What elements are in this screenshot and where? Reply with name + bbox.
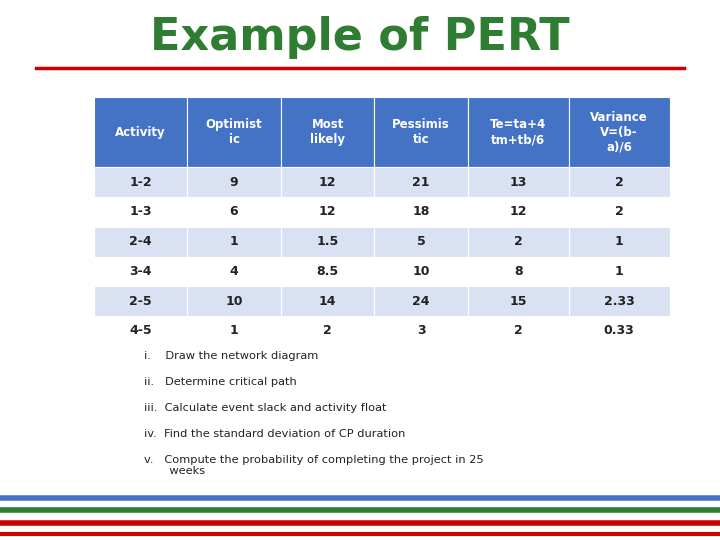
- FancyBboxPatch shape: [187, 256, 281, 286]
- FancyBboxPatch shape: [94, 167, 187, 197]
- Text: 2.33: 2.33: [604, 294, 634, 308]
- FancyBboxPatch shape: [187, 316, 281, 346]
- FancyBboxPatch shape: [94, 97, 187, 167]
- FancyBboxPatch shape: [468, 256, 569, 286]
- Text: 14: 14: [319, 294, 336, 308]
- FancyBboxPatch shape: [187, 227, 281, 256]
- FancyBboxPatch shape: [94, 256, 187, 286]
- Text: 21: 21: [413, 176, 430, 189]
- Text: 12: 12: [319, 205, 336, 219]
- FancyBboxPatch shape: [187, 286, 281, 316]
- FancyBboxPatch shape: [569, 286, 670, 316]
- Text: i.    Draw the network diagram: i. Draw the network diagram: [144, 351, 318, 361]
- Text: 2: 2: [514, 324, 523, 338]
- Text: 6: 6: [230, 205, 238, 219]
- FancyBboxPatch shape: [281, 316, 374, 346]
- Text: 15: 15: [510, 294, 527, 308]
- Text: 0.33: 0.33: [604, 324, 634, 338]
- FancyBboxPatch shape: [374, 316, 468, 346]
- Text: 13: 13: [510, 176, 527, 189]
- Text: Variance
V=(b-
a)/6: Variance V=(b- a)/6: [590, 111, 648, 154]
- Text: 1: 1: [230, 324, 238, 338]
- Text: 10: 10: [225, 294, 243, 308]
- FancyBboxPatch shape: [281, 197, 374, 227]
- FancyBboxPatch shape: [468, 227, 569, 256]
- FancyBboxPatch shape: [94, 316, 187, 346]
- Text: 1-3: 1-3: [129, 205, 152, 219]
- Text: Optimist
ic: Optimist ic: [206, 118, 262, 146]
- FancyBboxPatch shape: [187, 197, 281, 227]
- Text: 12: 12: [319, 176, 336, 189]
- Text: v.   Compute the probability of completing the project in 25
       weeks: v. Compute the probability of completing…: [144, 455, 484, 476]
- FancyBboxPatch shape: [281, 286, 374, 316]
- Text: 1.5: 1.5: [317, 235, 338, 248]
- FancyBboxPatch shape: [569, 197, 670, 227]
- Text: 1: 1: [230, 235, 238, 248]
- FancyBboxPatch shape: [569, 316, 670, 346]
- Text: 8: 8: [514, 265, 523, 278]
- FancyBboxPatch shape: [569, 97, 670, 167]
- FancyBboxPatch shape: [468, 97, 569, 167]
- Text: 2-4: 2-4: [129, 235, 152, 248]
- FancyBboxPatch shape: [374, 197, 468, 227]
- Text: 5: 5: [417, 235, 426, 248]
- Text: 1: 1: [615, 265, 624, 278]
- Text: Pessimis
tic: Pessimis tic: [392, 118, 450, 146]
- FancyBboxPatch shape: [281, 167, 374, 197]
- Text: Most
likely: Most likely: [310, 118, 345, 146]
- Text: ii.   Determine critical path: ii. Determine critical path: [144, 377, 297, 387]
- FancyBboxPatch shape: [374, 286, 468, 316]
- Text: 2-5: 2-5: [129, 294, 152, 308]
- Text: 4: 4: [230, 265, 238, 278]
- FancyBboxPatch shape: [468, 316, 569, 346]
- Text: 1: 1: [615, 235, 624, 248]
- FancyBboxPatch shape: [569, 256, 670, 286]
- FancyBboxPatch shape: [94, 227, 187, 256]
- Text: 1-2: 1-2: [129, 176, 152, 189]
- Text: 4-5: 4-5: [129, 324, 152, 338]
- Text: 3: 3: [417, 324, 426, 338]
- FancyBboxPatch shape: [468, 286, 569, 316]
- Text: 2: 2: [323, 324, 332, 338]
- Text: Example of PERT: Example of PERT: [150, 16, 570, 59]
- FancyBboxPatch shape: [281, 227, 374, 256]
- FancyBboxPatch shape: [187, 167, 281, 197]
- FancyBboxPatch shape: [374, 97, 468, 167]
- Text: 10: 10: [413, 265, 430, 278]
- FancyBboxPatch shape: [281, 97, 374, 167]
- FancyBboxPatch shape: [374, 227, 468, 256]
- Text: 9: 9: [230, 176, 238, 189]
- Text: 3-4: 3-4: [129, 265, 152, 278]
- FancyBboxPatch shape: [281, 256, 374, 286]
- Text: 24: 24: [413, 294, 430, 308]
- Text: 12: 12: [510, 205, 527, 219]
- FancyBboxPatch shape: [468, 197, 569, 227]
- FancyBboxPatch shape: [468, 167, 569, 197]
- FancyBboxPatch shape: [374, 256, 468, 286]
- FancyBboxPatch shape: [569, 227, 670, 256]
- Text: Activity: Activity: [115, 126, 166, 139]
- Text: 8.5: 8.5: [317, 265, 338, 278]
- FancyBboxPatch shape: [569, 167, 670, 197]
- Text: iv.  Find the standard deviation of CP duration: iv. Find the standard deviation of CP du…: [144, 429, 405, 439]
- Text: iii.  Calculate event slack and activity float: iii. Calculate event slack and activity …: [144, 403, 387, 413]
- Text: 2: 2: [514, 235, 523, 248]
- Text: 18: 18: [413, 205, 430, 219]
- FancyBboxPatch shape: [94, 197, 187, 227]
- FancyBboxPatch shape: [94, 286, 187, 316]
- FancyBboxPatch shape: [187, 97, 281, 167]
- FancyBboxPatch shape: [374, 167, 468, 197]
- Text: 2: 2: [615, 205, 624, 219]
- Text: 2: 2: [615, 176, 624, 189]
- Text: Te=ta+4
tm+tb/6: Te=ta+4 tm+tb/6: [490, 118, 546, 146]
